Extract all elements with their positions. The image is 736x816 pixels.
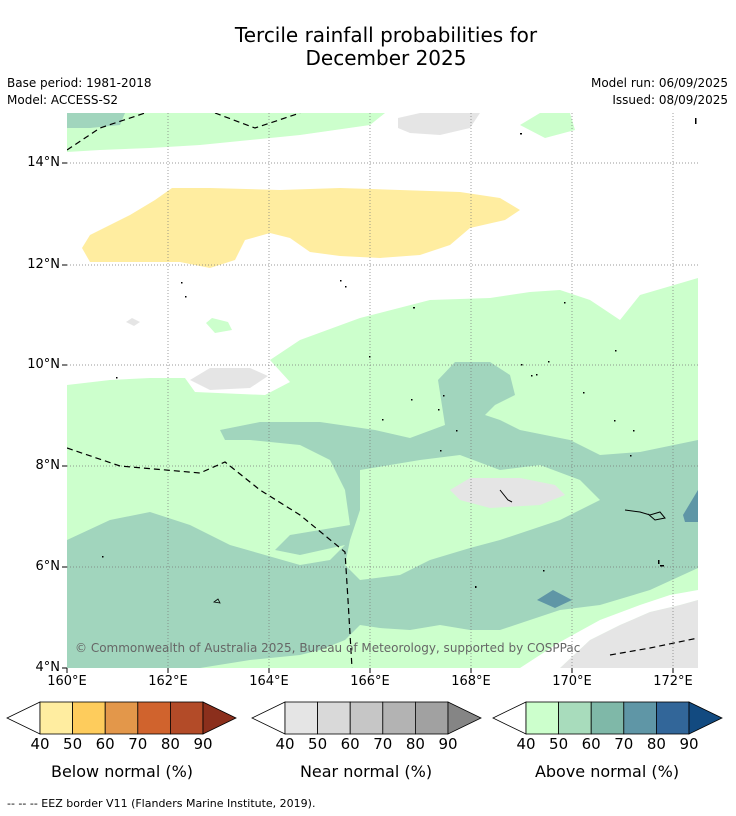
axis-ticks [62, 162, 674, 673]
near-normal-40-top [398, 113, 480, 135]
legend-above-swatch-0 [525, 701, 559, 735]
chart-title-line1: Tercile rainfall probabilities for [234, 23, 538, 47]
legend-above-tick-60: 60 [581, 735, 601, 753]
eez-borders [67, 113, 698, 668]
legend-near-tick-60: 60 [340, 735, 360, 753]
lat-label-10n: 10°N [27, 357, 60, 372]
legend-title-below: Below normal (%) [50, 762, 194, 781]
legend-near-swatch-2 [349, 701, 384, 735]
legend-above-tick-90: 90 [679, 735, 699, 753]
legend-above-swatch-4 [656, 701, 690, 735]
above-normal-40-top [67, 113, 385, 152]
legend-below-tick-70: 70 [128, 735, 148, 753]
legend-below-swatch-2 [104, 701, 139, 735]
below-normal-40-band [82, 188, 520, 268]
lon-label-170e: 170°E [552, 674, 592, 689]
legend-title-near: Near normal (%) [299, 762, 433, 781]
legend-above-tick-70: 70 [614, 735, 634, 753]
legend-above-upper-triangle [688, 701, 723, 735]
legend-near-swatch-3 [382, 701, 416, 735]
above-normal-70-spot [537, 590, 572, 608]
legend-below-upper-triangle [202, 701, 237, 735]
legend-below-tick-90: 90 [193, 735, 213, 753]
island-markers [102, 118, 697, 588]
legend-above-swatch-3 [623, 701, 657, 735]
legend-below-swatch-1 [72, 701, 106, 735]
lon-label-172e: 172°E [653, 674, 693, 689]
legend-near-tick-80: 80 [405, 735, 425, 753]
legend-above-swatch-1 [558, 701, 592, 735]
map-gridlines [67, 113, 698, 668]
island-outline-3 [213, 598, 221, 604]
legend-near-swatch-4 [414, 701, 449, 735]
legend-near-upper-triangle [447, 701, 482, 735]
island-outline-2 [499, 489, 513, 503]
legend-near-tick-50: 50 [308, 735, 328, 753]
legend-below-swatch-0 [39, 701, 73, 735]
legend-near-swatch-1 [317, 701, 351, 735]
legend-near-tick-90: 90 [438, 735, 458, 753]
lon-label-166e: 166°E [350, 674, 390, 689]
model-name: Model: ACCESS-S2 [7, 93, 119, 107]
legend-below-tick-60: 60 [95, 735, 115, 753]
chart-title-line2: December 2025 [305, 46, 467, 70]
model-run: Model run: 06/09/2025 [590, 76, 728, 90]
near-normal-40-left [190, 368, 268, 390]
rainfall-map [62, 113, 698, 673]
lat-label-14n: 14°N [27, 155, 60, 170]
legend-below-swatch-3 [137, 701, 171, 735]
island-outline [624, 509, 666, 521]
legend-above-tick-50: 50 [549, 735, 569, 753]
copyright-notice: © Commonwealth of Australia 2025, Bureau… [75, 641, 581, 655]
legend-above-swatch-2 [590, 701, 625, 735]
legend-above-tick-40: 40 [516, 735, 536, 753]
legend-below-lower-triangle [6, 701, 41, 735]
lon-label-164e: 164°E [249, 674, 289, 689]
legend-above-lower-triangle [492, 701, 527, 735]
above-normal-40-top-right [520, 113, 575, 138]
lat-label-12n: 12°N [27, 257, 60, 272]
legend-title-above: Above normal (%) [534, 762, 680, 781]
lat-label-4n: 4°N [35, 660, 61, 675]
near-normal-40-blob [126, 318, 140, 326]
base-period: Base period: 1981-2018 [7, 76, 152, 90]
issued-date: Issued: 08/09/2025 [612, 93, 728, 107]
near-normal-40-bottomright [560, 600, 698, 668]
legend-below-tick-80: 80 [160, 735, 180, 753]
above-normal-70-right [683, 490, 698, 522]
above-normal-40-blob [206, 318, 232, 333]
legend-near-tick-40: 40 [275, 735, 295, 753]
near-normal-40-center [450, 478, 565, 508]
legend-below-tick-40: 40 [30, 735, 50, 753]
legend-near-tick-70: 70 [373, 735, 393, 753]
lat-label-8n: 8°N [35, 458, 61, 473]
lat-label-6n: 6°N [35, 559, 61, 574]
lon-label-160e: 160°E [47, 674, 87, 689]
legend-near-swatch-0 [284, 701, 318, 735]
legend-below-tick-50: 50 [63, 735, 83, 753]
legend-near-lower-triangle [251, 701, 286, 735]
eez-footnote: -- -- -- EEZ border V11 (Flanders Marine… [7, 797, 316, 810]
lon-label-162e: 162°E [148, 674, 188, 689]
near-normal-border-strip [520, 590, 698, 668]
legend-above-tick-80: 80 [646, 735, 666, 753]
legend-below-swatch-4 [169, 701, 204, 735]
lon-label-168e: 168°E [451, 674, 491, 689]
